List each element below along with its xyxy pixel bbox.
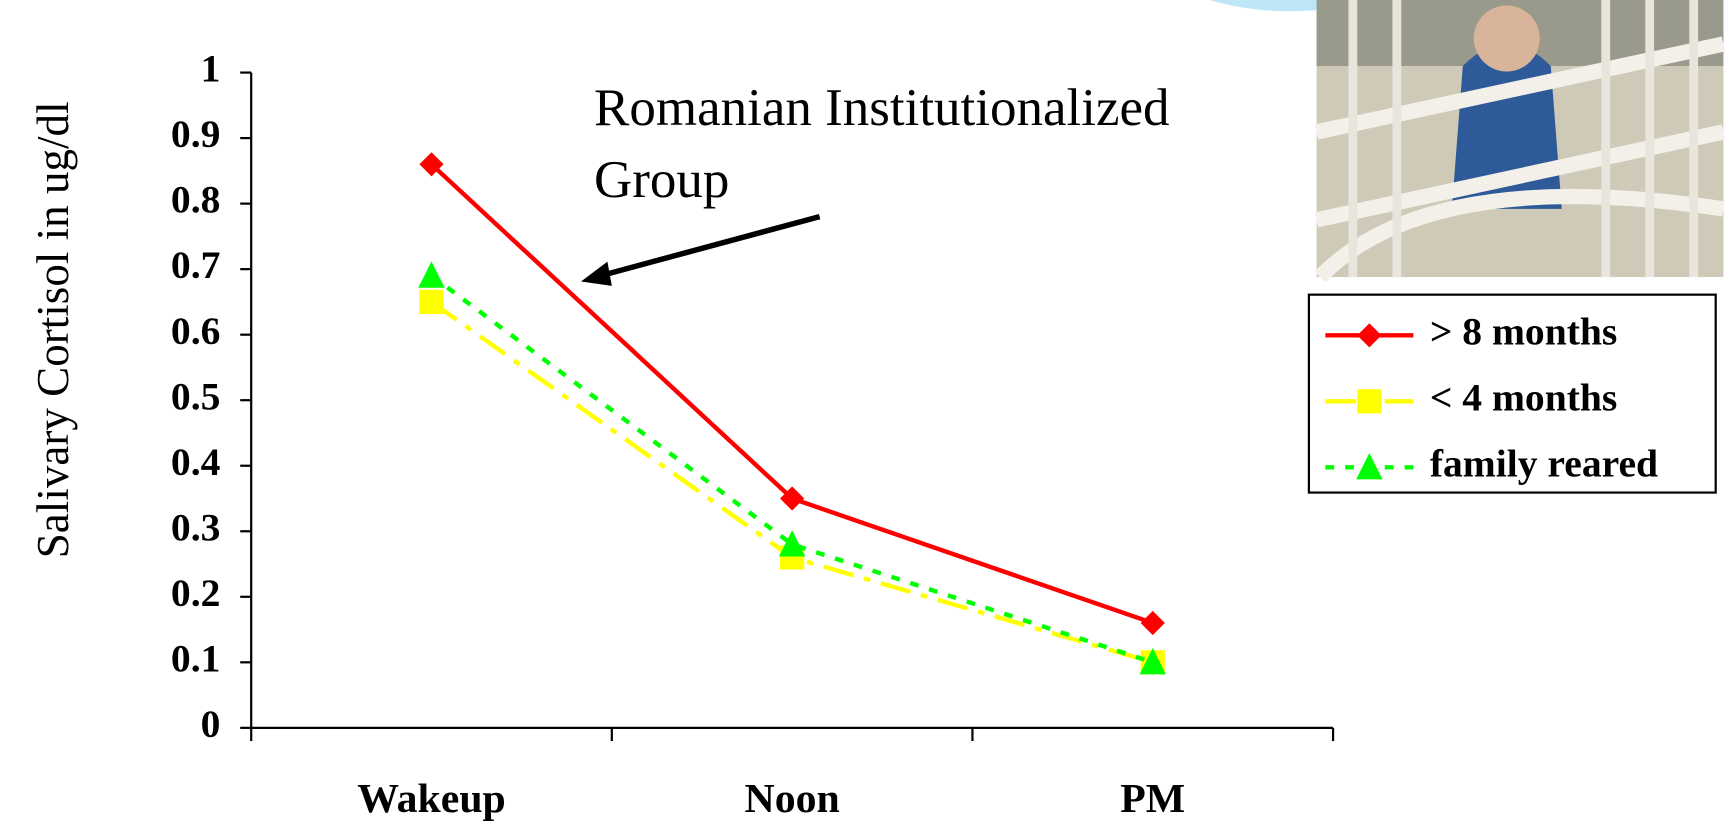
y-tick-label: 0.3 [171,505,220,549]
x-tick-label: Noon [745,776,840,822]
data-point [418,261,445,288]
annotation-arrow [599,213,821,279]
annotation: Romanian Institutionalized Group [594,79,1170,209]
y-tick-label: 0.2 [171,571,220,615]
data-point [419,289,444,315]
y-tick-label: 1 [201,47,221,91]
y-tick-label: 0.7 [171,243,220,287]
legend-label: > 8 months [1430,309,1617,353]
data-point [1140,610,1165,636]
data-point [419,152,444,177]
data-point [1139,648,1166,675]
legend-marker [1357,323,1382,348]
photo [1314,0,1725,283]
y-axis-label: Salivary Cortisol in ug/dl [28,101,78,558]
data-point [778,530,806,557]
x-tick-label: PM [1120,776,1185,822]
y-tick-label: 0.1 [171,636,220,680]
y-tick-label: 0.8 [171,178,220,222]
legend-marker [1356,452,1383,480]
data-point [780,486,805,511]
annotation-arrowhead [581,261,612,286]
series-line [430,273,1154,665]
y-tick-label: 0.6 [171,309,220,353]
legend-label: family reared [1430,441,1658,485]
x-tick-label: Wakeup [357,776,506,822]
legend-label: < 4 months [1430,375,1617,419]
series-line [430,300,1154,665]
y-tick-label: 0.5 [171,374,220,418]
y-tick-label: 0.9 [171,112,220,156]
y-tick-label: 0.4 [171,440,221,484]
y-tick-label: 0 [201,702,221,746]
legend-marker [1357,389,1382,414]
